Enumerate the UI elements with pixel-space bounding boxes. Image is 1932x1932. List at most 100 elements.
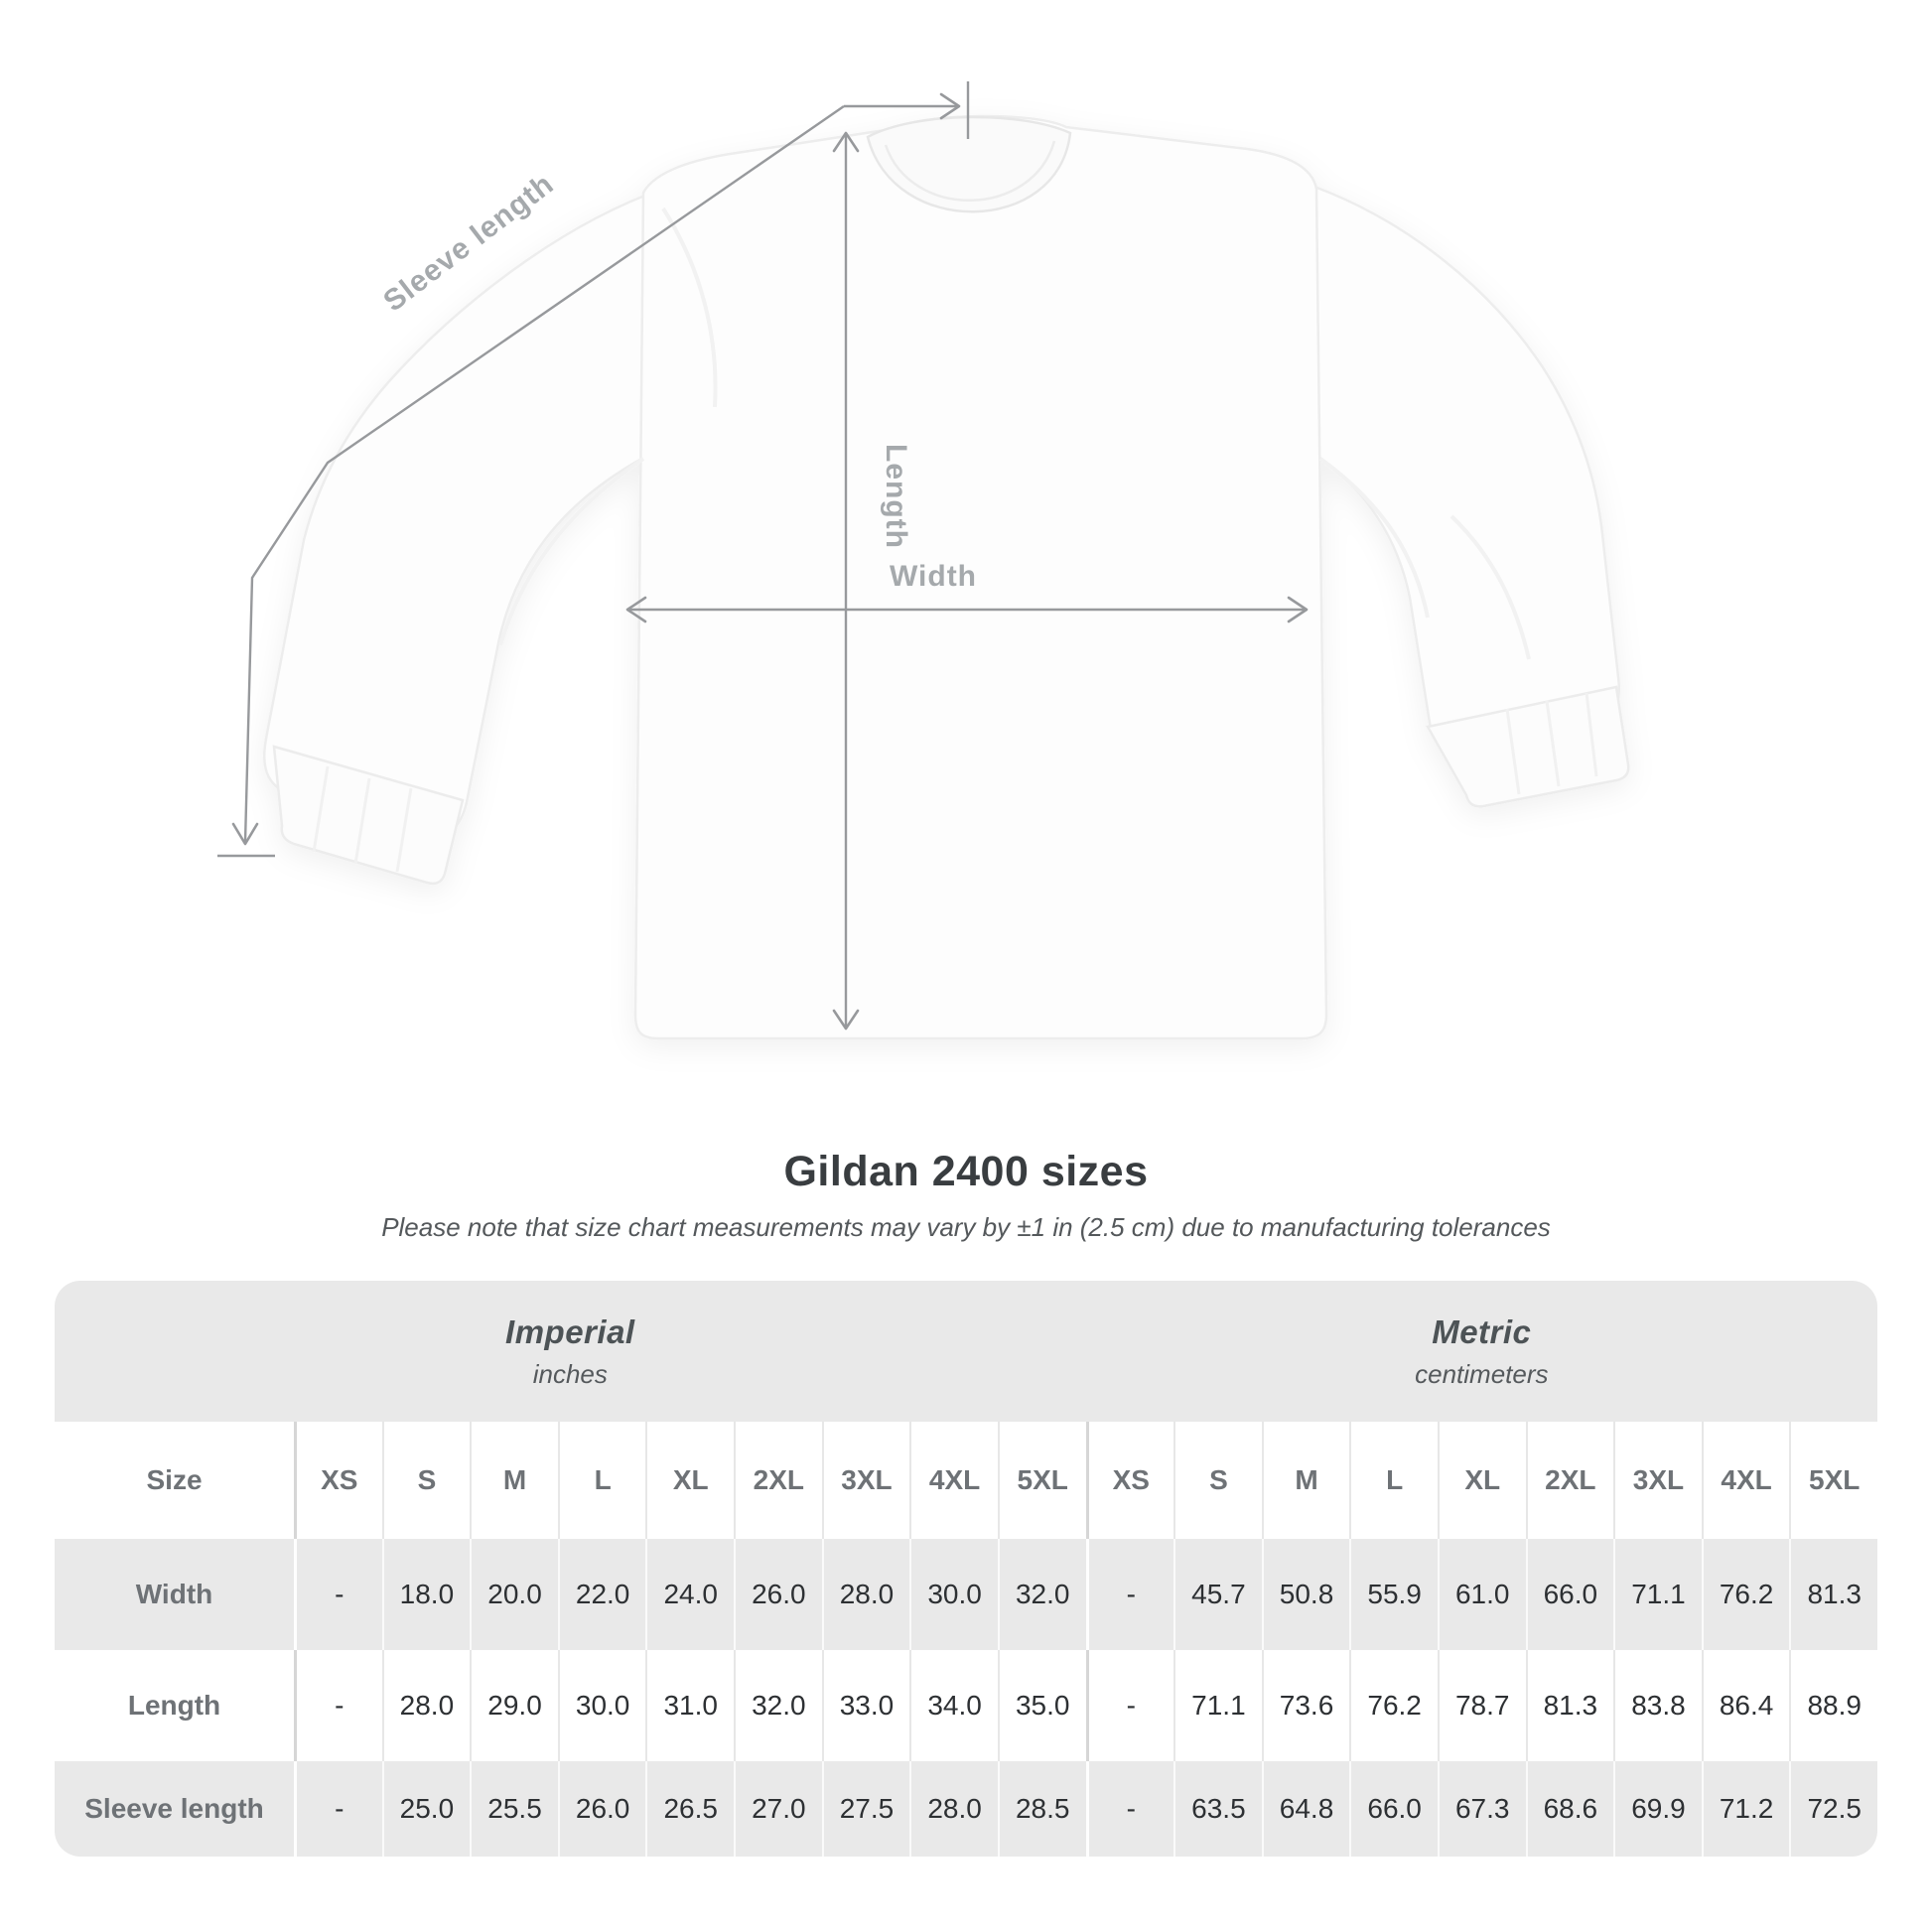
value-cell: 83.8 [1613, 1650, 1702, 1761]
value-cell: - [1085, 1650, 1174, 1761]
table-size-row: Size XS S M L XL 2XL 3XL 4XL 5XL XS S M L XL 2XL 3XL 4XL… [55, 1422, 1877, 1539]
value-cell: 45.7 [1173, 1539, 1262, 1650]
value-cell: 27.0 [734, 1761, 822, 1857]
value-cell: 73.6 [1261, 1650, 1350, 1761]
value-cell: 31.0 [645, 1650, 734, 1761]
value-cell: 78.7 [1437, 1650, 1526, 1761]
row-label: Length [127, 1690, 221, 1721]
value-cell: 71.2 [1701, 1761, 1790, 1857]
size-col-metric-m: M [1261, 1422, 1350, 1539]
size-table: Imperial inches Metric centimeters Size … [55, 1281, 1877, 1857]
table-row-width: Width -18.0 20.0 22.0 24.0 26.0 28.0 30.0 32.0-4… [55, 1539, 1877, 1650]
left-sleeve [262, 193, 649, 838]
value-cell: 88.9 [1789, 1650, 1877, 1761]
length-arrowhead-up [832, 131, 860, 153]
size-col-metric-xl: XL [1437, 1422, 1526, 1539]
value-cell: 66.0 [1525, 1539, 1614, 1650]
value-cell: 71.1 [1613, 1539, 1702, 1650]
value-cell: 28.5 [997, 1761, 1086, 1857]
size-col-imperial-s: S [381, 1422, 471, 1539]
value-cell: 71.1 [1173, 1650, 1262, 1761]
value-cell: 76.2 [1349, 1650, 1438, 1761]
unit-header-band: Imperial inches Metric centimeters [55, 1281, 1877, 1422]
metric-title: Metric [1432, 1312, 1532, 1350]
value-cell: - [1085, 1539, 1174, 1650]
unit-group-metric: Metric centimeters [1086, 1281, 1877, 1422]
value-cell: 72.5 [1789, 1761, 1877, 1857]
left-cuff [272, 745, 465, 886]
long-sleeve-shirt-illustration: Sleeve length Length Width [217, 81, 1630, 1040]
value-cell: 29.0 [470, 1650, 558, 1761]
sleeve-length-diagonal [243, 105, 845, 843]
size-col-metric-2xl: 2XL [1525, 1422, 1614, 1539]
table-row-sleeve-length: Sleeve length -25.0 25.5 26.0 26.5 27.0 27.5 28… [55, 1761, 1877, 1857]
size-corner-label: Size [146, 1464, 203, 1495]
value-cell: 22.0 [557, 1539, 646, 1650]
value-cell: 67.3 [1437, 1761, 1526, 1857]
value-cell: 55.9 [1349, 1539, 1438, 1650]
left-cuff-ribbing [312, 765, 413, 873]
table-rows: Width -18.0 20.0 22.0 24.0 26.0 28.0 30.0 32.0-4… [55, 1539, 1877, 1857]
size-col-metric-4xl: 4XL [1701, 1422, 1790, 1539]
collar-band [884, 140, 1056, 202]
shirt-body [633, 114, 1328, 1040]
value-cell: 20.0 [470, 1539, 558, 1650]
value-cell: - [294, 1650, 382, 1761]
size-col-metric-3xl: 3XL [1613, 1422, 1702, 1539]
value-cell: 63.5 [1173, 1761, 1262, 1857]
size-col-imperial-xs: XS [294, 1422, 382, 1539]
length-arrowhead-down [832, 1009, 860, 1031]
table-row-length: Length -28.0 29.0 30.0 31.0 32.0 33.0 34.0 35.0-… [55, 1650, 1877, 1761]
size-col-imperial-2xl: 2XL [734, 1422, 822, 1539]
sleeve-length-arrowhead-right [939, 92, 961, 120]
value-cell: 28.0 [381, 1650, 471, 1761]
size-col-metric-5xl: 5XL [1789, 1422, 1877, 1539]
width-measure: Width [625, 560, 1309, 623]
metric-subtitle: centimeters [1415, 1358, 1549, 1389]
value-cell: 76.2 [1701, 1539, 1790, 1650]
right-cuff [1426, 685, 1630, 808]
value-cell: 24.0 [645, 1539, 734, 1650]
length-label: Length [880, 444, 912, 549]
imperial-title: Imperial [505, 1312, 635, 1350]
page-title: Gildan 2400 sizes [783, 1148, 1149, 1195]
size-col-imperial-3xl: 3XL [821, 1422, 910, 1539]
value-cell: 68.6 [1525, 1761, 1614, 1857]
width-label: Width [890, 560, 977, 593]
width-arrowhead-left [625, 596, 647, 623]
value-cell: 30.0 [909, 1539, 998, 1650]
size-col-imperial-m: M [470, 1422, 558, 1539]
shirt-diagram: Sleeve length Length Width [217, 81, 1630, 1040]
value-cell: 50.8 [1261, 1539, 1350, 1650]
size-col-imperial-l: L [557, 1422, 646, 1539]
value-cell: - [1085, 1761, 1174, 1857]
value-cell: 28.0 [909, 1761, 998, 1857]
value-cell: - [294, 1761, 382, 1857]
size-chart-heading: Gildan 2400 sizes Please note that size … [0, 1148, 1932, 1243]
value-cell: 26.0 [734, 1539, 822, 1650]
value-cell: 81.3 [1525, 1650, 1614, 1761]
value-cell: 26.0 [557, 1761, 646, 1857]
row-label: Sleeve length [84, 1793, 264, 1824]
value-cell: 30.0 [557, 1650, 646, 1761]
unit-group-imperial: Imperial inches [55, 1281, 1086, 1422]
value-cell: 25.5 [470, 1761, 558, 1857]
value-cell: 18.0 [381, 1539, 471, 1650]
value-cell: 34.0 [909, 1650, 998, 1761]
value-cell: 69.9 [1613, 1761, 1702, 1857]
value-cell: 27.5 [821, 1761, 910, 1857]
size-col-imperial-xl: XL [645, 1422, 734, 1539]
fabric-creases [498, 207, 1531, 660]
imperial-subtitle: inches [532, 1358, 608, 1389]
size-col-imperial-4xl: 4XL [909, 1422, 998, 1539]
value-cell: 32.0 [997, 1539, 1086, 1650]
right-sleeve [1312, 185, 1621, 756]
size-col-metric-xs: XS [1085, 1422, 1174, 1539]
value-cell: 28.0 [821, 1539, 910, 1650]
length-measure: Length [832, 131, 912, 1031]
row-label: Width [135, 1579, 213, 1609]
value-cell: 32.0 [734, 1650, 822, 1761]
value-cell: 33.0 [821, 1650, 910, 1761]
value-cell: 25.0 [381, 1761, 471, 1857]
